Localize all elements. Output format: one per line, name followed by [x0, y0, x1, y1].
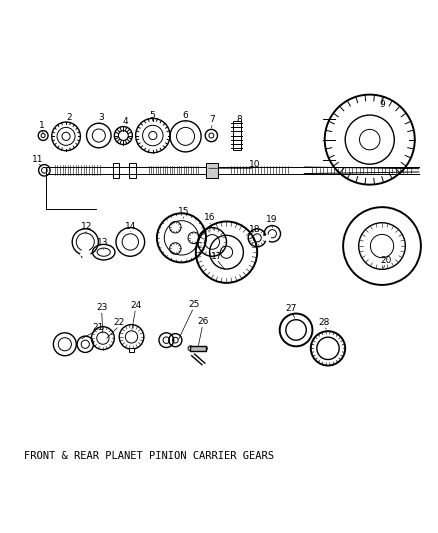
- Bar: [113, 163, 119, 177]
- Text: 16: 16: [205, 213, 216, 222]
- Text: 11: 11: [32, 155, 43, 164]
- Text: 3: 3: [98, 112, 104, 122]
- Text: 28: 28: [318, 319, 329, 327]
- Text: 15: 15: [178, 207, 189, 216]
- Text: 26: 26: [197, 317, 208, 326]
- Wedge shape: [81, 242, 90, 256]
- Text: 19: 19: [266, 215, 277, 224]
- Text: 27: 27: [286, 304, 297, 313]
- Text: 12: 12: [81, 222, 92, 231]
- Text: 21: 21: [92, 322, 103, 332]
- Text: 7: 7: [209, 116, 215, 125]
- Bar: [206, 163, 218, 177]
- Bar: [129, 163, 136, 177]
- Bar: [129, 349, 134, 352]
- Ellipse shape: [203, 346, 207, 350]
- Text: 13: 13: [97, 238, 109, 247]
- Text: 17: 17: [211, 252, 222, 261]
- Bar: [233, 121, 241, 150]
- Text: 2: 2: [66, 112, 72, 122]
- Text: 20: 20: [381, 256, 392, 265]
- Text: 18: 18: [249, 225, 261, 234]
- Text: 4: 4: [123, 117, 128, 126]
- Text: 5: 5: [149, 110, 155, 119]
- Text: FRONT & REAR PLANET PINION CARRIER GEARS: FRONT & REAR PLANET PINION CARRIER GEARS: [24, 450, 274, 461]
- Text: 10: 10: [249, 160, 260, 169]
- Text: 23: 23: [96, 303, 107, 312]
- Text: 1: 1: [39, 121, 44, 130]
- Text: 24: 24: [130, 301, 141, 310]
- Text: 25: 25: [188, 300, 199, 309]
- Text: 22: 22: [113, 319, 125, 327]
- Text: 14: 14: [125, 222, 136, 231]
- Bar: [190, 346, 206, 351]
- Text: 9: 9: [379, 100, 385, 109]
- Wedge shape: [264, 234, 272, 241]
- Ellipse shape: [188, 346, 193, 351]
- Text: 8: 8: [236, 116, 242, 125]
- Text: 6: 6: [183, 111, 188, 120]
